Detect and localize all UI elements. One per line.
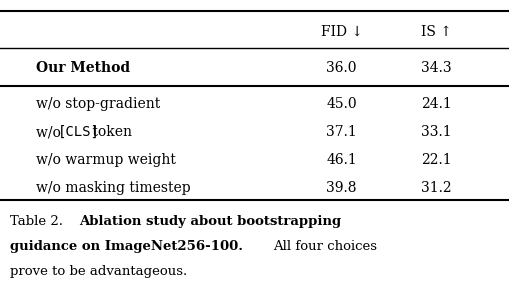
Text: 46.1: 46.1 [326, 153, 356, 167]
Text: w/o warmup weight: w/o warmup weight [36, 153, 175, 167]
Text: guidance on ImageNet256-100.: guidance on ImageNet256-100. [10, 240, 243, 253]
Text: Ablation study about bootstrapping: Ablation study about bootstrapping [79, 215, 341, 228]
Text: prove to be advantageous.: prove to be advantageous. [10, 265, 187, 278]
Text: w/o masking timestep: w/o masking timestep [36, 181, 190, 195]
Text: token: token [88, 125, 131, 139]
Text: 33.1: 33.1 [420, 125, 450, 139]
Text: w/o stop-gradient: w/o stop-gradient [36, 97, 160, 111]
Text: 39.8: 39.8 [326, 181, 356, 195]
Text: 36.0: 36.0 [326, 61, 356, 75]
Text: 45.0: 45.0 [326, 97, 356, 111]
Text: FID ↓: FID ↓ [320, 25, 362, 39]
Text: 24.1: 24.1 [420, 97, 450, 111]
Text: 31.2: 31.2 [420, 181, 450, 195]
Text: 34.3: 34.3 [420, 61, 450, 75]
Text: Our Method: Our Method [36, 61, 130, 75]
Text: 37.1: 37.1 [326, 125, 356, 139]
Text: All four choices: All four choices [272, 240, 376, 253]
Text: [CLS]: [CLS] [58, 125, 99, 139]
Text: Table 2.: Table 2. [10, 215, 63, 228]
Text: w/o: w/o [36, 125, 65, 139]
Text: IS ↑: IS ↑ [420, 25, 450, 39]
Text: 22.1: 22.1 [420, 153, 450, 167]
